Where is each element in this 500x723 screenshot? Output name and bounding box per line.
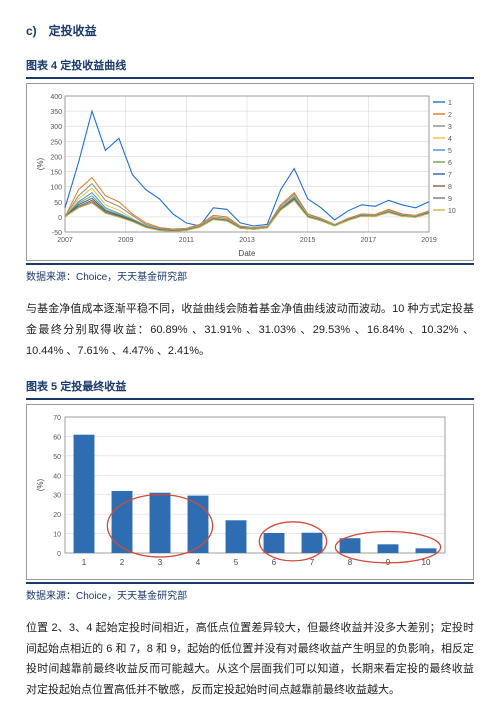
svg-text:10: 10 <box>53 531 61 538</box>
svg-text:(%): (%) <box>36 157 45 170</box>
svg-text:4: 4 <box>448 136 452 143</box>
svg-text:9: 9 <box>448 196 452 203</box>
chart2-source-rule <box>26 582 474 584</box>
chart2-title-rule <box>26 398 474 400</box>
svg-text:400: 400 <box>50 94 62 101</box>
chart1-title: 图表 4 定投收益曲线 <box>26 57 474 75</box>
paragraph-1: 与基金净值成本逐渐平稳不同，收益曲线会随着基金净值曲线波动而波动。10 种方式定… <box>26 299 474 362</box>
svg-text:3: 3 <box>158 558 163 567</box>
svg-text:2015: 2015 <box>300 237 316 244</box>
svg-text:2019: 2019 <box>421 237 437 244</box>
svg-text:40: 40 <box>53 473 61 480</box>
chart1-source: 数据来源：Choice，天天基金研究部 <box>26 268 474 283</box>
svg-text:6: 6 <box>448 160 452 167</box>
svg-text:0: 0 <box>57 551 61 558</box>
chart2-box: 01020304050607012345678910(%) <box>26 404 474 580</box>
svg-text:7: 7 <box>448 172 452 179</box>
svg-text:2: 2 <box>448 112 452 119</box>
svg-text:20: 20 <box>53 512 61 519</box>
svg-text:70: 70 <box>53 415 61 422</box>
svg-text:2017: 2017 <box>361 237 377 244</box>
svg-text:3: 3 <box>448 124 452 131</box>
chart2-svg: 01020304050607012345678910(%) <box>31 409 461 577</box>
svg-text:-50: -50 <box>52 230 62 237</box>
svg-text:2007: 2007 <box>57 237 73 244</box>
svg-text:4: 4 <box>196 558 201 567</box>
svg-text:350: 350 <box>50 109 62 116</box>
svg-text:1: 1 <box>82 558 87 567</box>
svg-text:5: 5 <box>234 558 239 567</box>
svg-text:7: 7 <box>310 558 315 567</box>
svg-text:200: 200 <box>50 154 62 161</box>
svg-text:50: 50 <box>53 454 61 461</box>
chart2-source: 数据来源：Choice，天天基金研究部 <box>26 587 474 602</box>
svg-text:100: 100 <box>50 185 62 192</box>
svg-text:150: 150 <box>50 170 62 177</box>
svg-text:10: 10 <box>448 208 456 215</box>
svg-text:50: 50 <box>54 200 62 207</box>
svg-text:Date: Date <box>239 249 256 258</box>
section-heading: c) 定投收益 <box>26 22 474 39</box>
svg-text:1: 1 <box>448 100 452 107</box>
svg-text:(%): (%) <box>36 478 45 491</box>
svg-text:6: 6 <box>272 558 277 567</box>
chart1-title-rule <box>26 77 474 79</box>
svg-text:2: 2 <box>120 558 125 567</box>
svg-text:8: 8 <box>348 558 353 567</box>
svg-text:8: 8 <box>448 184 452 191</box>
svg-text:250: 250 <box>50 139 62 146</box>
svg-text:300: 300 <box>50 124 62 131</box>
chart1-svg: -50 0 50 100 150 200 250 300 350 400 2007 2009 2011 2… <box>31 88 461 258</box>
svg-text:0: 0 <box>58 215 62 222</box>
svg-text:2009: 2009 <box>118 237 134 244</box>
svg-text:30: 30 <box>53 492 61 499</box>
chart1-source-rule <box>26 263 474 265</box>
chart1-box: -50 0 50 100 150 200 250 300 350 400 2007 2009 2011 2… <box>26 83 474 261</box>
paragraph-2: 位置 2、3、4 起始定投时间相近，高低点位置差异较大，但最终收益并没多大差别；… <box>26 618 474 702</box>
chart2-title: 图表 5 定投最终收益 <box>26 378 474 396</box>
svg-text:60: 60 <box>53 434 61 441</box>
svg-text:2011: 2011 <box>179 237 194 244</box>
svg-text:5: 5 <box>448 148 452 155</box>
svg-text:2013: 2013 <box>239 237 255 244</box>
